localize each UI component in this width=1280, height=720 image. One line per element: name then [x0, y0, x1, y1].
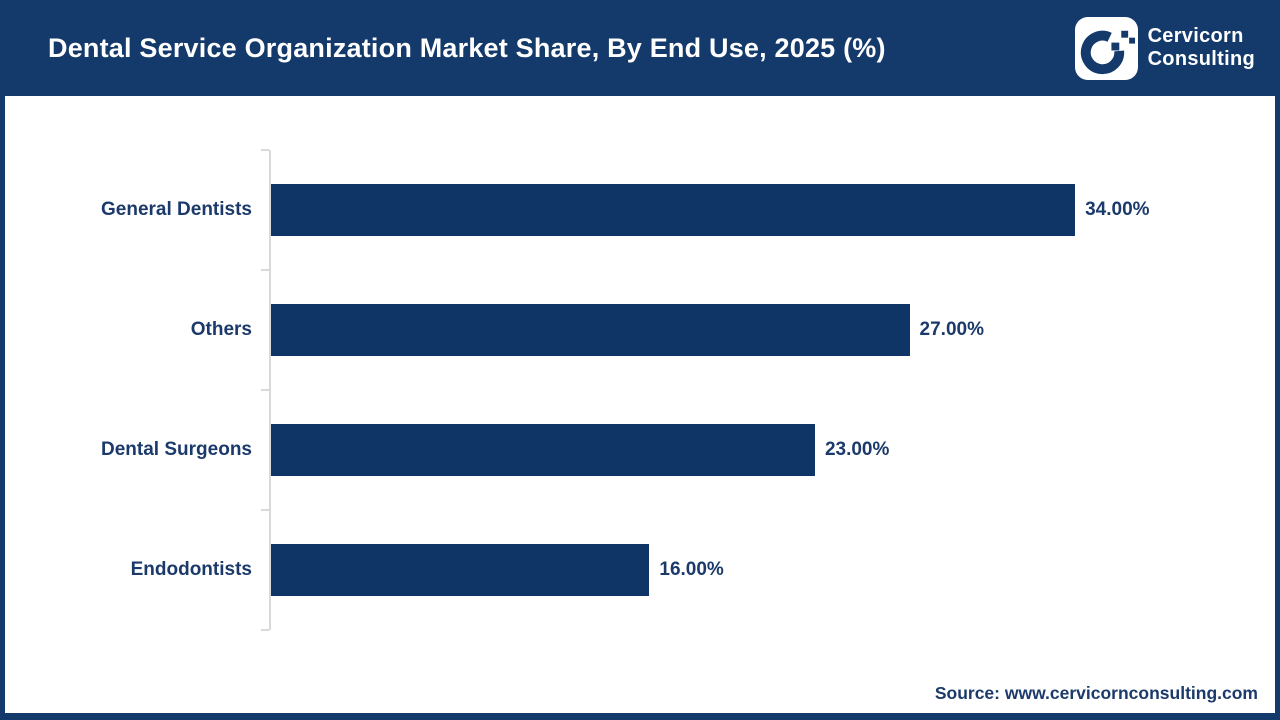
bar-track-endodontists: 16.00% [269, 510, 1280, 630]
chart-title: Dental Service Organization Market Share… [48, 32, 886, 63]
frame-border-bottom [0, 713, 1280, 720]
frame-border-right [1275, 0, 1280, 720]
chart-row-others: Others 27.00% [0, 270, 1280, 390]
chart-row-dental-surgeons: Dental Surgeons 23.00% [0, 390, 1280, 510]
bar-others [271, 304, 910, 356]
y-axis-tick [261, 629, 269, 631]
value-label-others: 27.00% [919, 319, 984, 340]
y-axis-tick [261, 269, 269, 271]
category-label-endodontists: Endodontists [130, 559, 252, 580]
cervicorn-logo-icon [1074, 16, 1138, 80]
y-axis-tick [261, 149, 269, 151]
bar-dental-surgeons [271, 424, 815, 476]
brand-name-line1: Cervicorn [1147, 24, 1244, 47]
brand-name-line2: Consulting [1147, 48, 1255, 70]
value-label-dental-surgeons: 23.00% [824, 439, 890, 460]
bar-track-dental-surgeons: 23.00% [269, 390, 1280, 510]
bar-track-general-dentists: 34.00% [269, 150, 1280, 270]
category-label-others: Others [190, 319, 252, 340]
chart-rows: General Dentists 34.00% Others 27.00% Dental… [0, 150, 1280, 630]
value-label-general-dentists: 34.00% [1085, 199, 1150, 220]
bar-track-others: 27.00% [269, 270, 1280, 390]
category-label-dental-surgeons: Dental Surgeons [101, 439, 252, 460]
source-note: Source: www.cervicornconsulting.com [934, 683, 1258, 703]
bar-endodontists [271, 544, 650, 596]
bar-general-dentists [271, 184, 1076, 236]
brand-logo: Cervicorn Consulting [1074, 16, 1255, 80]
value-label-endodontists: 16.00% [659, 559, 724, 580]
y-axis-line [269, 150, 271, 630]
chart-row-endodontists: Endodontists 16.00% [0, 510, 1280, 630]
header-banner: Dental Service Organization Market Share… [0, 0, 1280, 96]
chart-row-general-dentists: General Dentists 34.00% [0, 150, 1280, 270]
brand-name: Cervicorn Consulting [1148, 25, 1255, 72]
y-axis-tick [261, 509, 269, 511]
y-axis-tick [261, 389, 269, 391]
category-label-general-dentists: General Dentists [101, 199, 252, 220]
bar-chart: General Dentists 34.00% Others 27.00% Dental… [0, 96, 1280, 656]
frame-border-left [0, 0, 5, 720]
